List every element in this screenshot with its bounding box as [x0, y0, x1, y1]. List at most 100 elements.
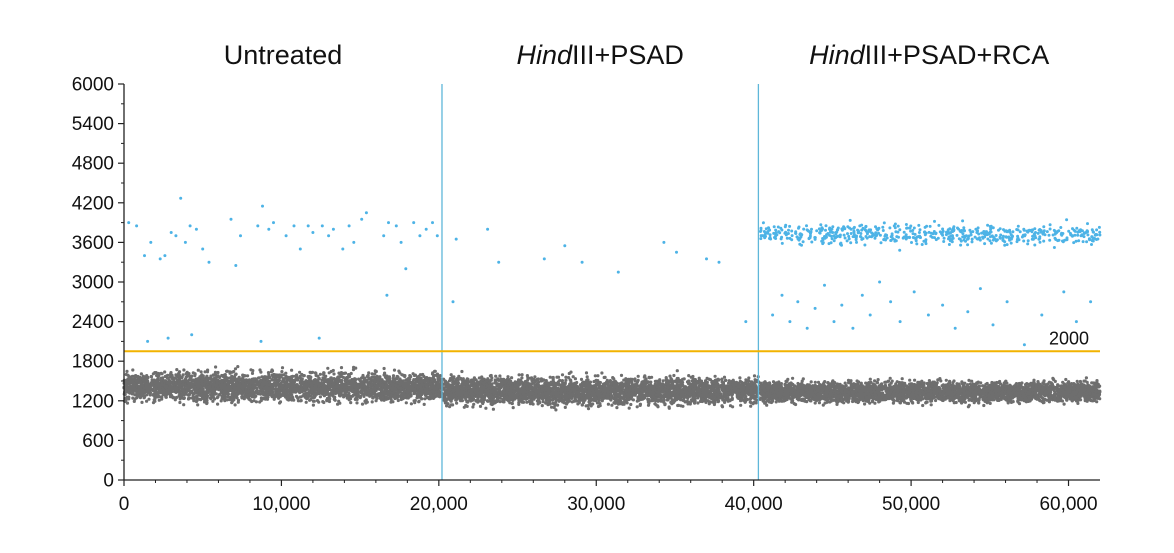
negative-droplet-point — [438, 390, 442, 394]
negative-droplet-point — [162, 379, 166, 383]
negative-droplet-point — [362, 385, 366, 389]
negative-droplet-point — [243, 374, 247, 378]
negative-droplet-point — [230, 392, 234, 396]
negative-droplet-point — [289, 386, 293, 391]
negative-droplet-point — [182, 403, 186, 407]
negative-droplet-point — [206, 368, 210, 372]
negative-droplet-point — [472, 402, 476, 406]
negative-droplet-point — [484, 406, 488, 410]
negative-droplet-point — [205, 377, 209, 381]
negative-droplet-point — [157, 371, 161, 376]
negative-droplet-point — [752, 374, 757, 378]
negative-droplet-point — [424, 387, 428, 392]
negative-droplet-point — [610, 403, 614, 407]
negative-droplet-point — [346, 375, 350, 379]
negative-droplet-point — [198, 385, 202, 389]
negative-droplet-point — [346, 382, 350, 386]
negative-droplet-point — [391, 376, 395, 380]
negative-droplet-point — [321, 385, 325, 389]
negative-droplet-point — [396, 381, 400, 385]
negative-droplet-point — [228, 380, 232, 384]
negative-droplet-point — [125, 369, 129, 373]
negative-droplet-point — [354, 396, 358, 400]
negative-droplet-point — [211, 379, 215, 383]
negative-droplet-point — [171, 396, 175, 400]
negative-droplet-point — [433, 369, 437, 373]
negative-droplet-point — [250, 371, 255, 375]
negative-droplet-point — [289, 397, 293, 402]
negative-droplet-point — [419, 376, 423, 381]
negative-droplet-point — [322, 400, 326, 405]
negative-droplet-point — [389, 393, 393, 398]
negative-droplet-point — [251, 377, 255, 381]
negative-droplet-point — [279, 375, 283, 379]
negative-droplet-point — [290, 368, 294, 372]
negative-droplet-point — [159, 376, 163, 380]
negative-droplet-point — [230, 377, 234, 381]
negative-droplet-point — [147, 397, 151, 401]
negative-droplet-point — [329, 369, 333, 374]
negative-droplet-point — [160, 395, 164, 399]
negative-droplet-point — [226, 383, 230, 387]
negative-droplet-point — [337, 375, 341, 379]
negative-droplet-point — [167, 388, 171, 392]
negative-droplet-point — [314, 392, 318, 396]
negative-droplet-point — [131, 368, 135, 372]
negative-droplet-point — [141, 383, 145, 387]
negative-droplet-point — [127, 397, 131, 401]
negative-droplet-point — [430, 394, 434, 398]
negative-droplet-point — [178, 397, 182, 401]
negative-droplet-point — [180, 392, 184, 396]
negative-droplet-point — [382, 366, 386, 371]
negative-droplet-point — [315, 399, 320, 403]
negative-droplet-point — [246, 381, 250, 385]
negative-droplet-point — [154, 371, 158, 375]
negative-droplet-point — [491, 407, 495, 411]
negative-droplet-point — [304, 400, 308, 404]
negative-droplet-point — [455, 401, 459, 405]
negative-droplet-point — [240, 396, 244, 400]
negative-droplet-point — [257, 376, 261, 380]
negative-droplet-point — [211, 399, 215, 403]
negative-droplet-point — [401, 394, 405, 398]
negative-droplet-point — [225, 369, 229, 373]
negative-droplet-point — [399, 397, 403, 401]
negative-droplet-point — [364, 398, 368, 402]
negative-droplet-point — [181, 383, 185, 387]
negative-droplet-point — [153, 399, 157, 403]
negative-droplet-point — [166, 373, 170, 377]
negative-droplet-point — [327, 385, 331, 389]
negative-droplet-point — [611, 376, 615, 380]
negative-droplet-point — [343, 379, 347, 383]
negative-droplet-point — [211, 393, 215, 397]
negative-droplet-point — [200, 382, 205, 386]
negative-droplet-point — [281, 384, 285, 388]
negative-droplet-point — [422, 402, 426, 406]
negative-droplet-point — [332, 372, 336, 376]
negative-droplet-point — [555, 375, 559, 379]
negative-droplet-point — [216, 370, 220, 375]
negative-droplet-point — [584, 404, 588, 408]
negative-droplet-point — [219, 391, 223, 395]
negative-droplet-point — [153, 396, 157, 401]
negative-droplet-point — [153, 380, 158, 384]
negative-droplet-point — [417, 390, 421, 394]
negative-droplet-point — [359, 389, 363, 393]
negative-droplet-point — [254, 400, 258, 404]
negative-droplet-point — [629, 402, 633, 407]
negative-droplet-point — [309, 397, 313, 402]
negative-droplet-point — [301, 380, 305, 384]
negative-droplet-point — [367, 371, 371, 375]
negative-droplet-point — [236, 365, 240, 369]
negative-droplet-point — [462, 405, 466, 409]
negative-droplet-point — [370, 400, 374, 404]
negative-droplet-point — [228, 371, 232, 375]
negative-droplet-point — [351, 384, 355, 388]
negative-droplet-point — [199, 370, 203, 374]
negative-droplet-point — [413, 381, 417, 385]
negative-droplet-point — [478, 404, 483, 408]
negative-droplet-point — [564, 375, 568, 379]
negative-droplet-point — [226, 395, 230, 399]
negative-droplet-point — [569, 370, 573, 374]
negative-droplet-point — [362, 379, 366, 383]
